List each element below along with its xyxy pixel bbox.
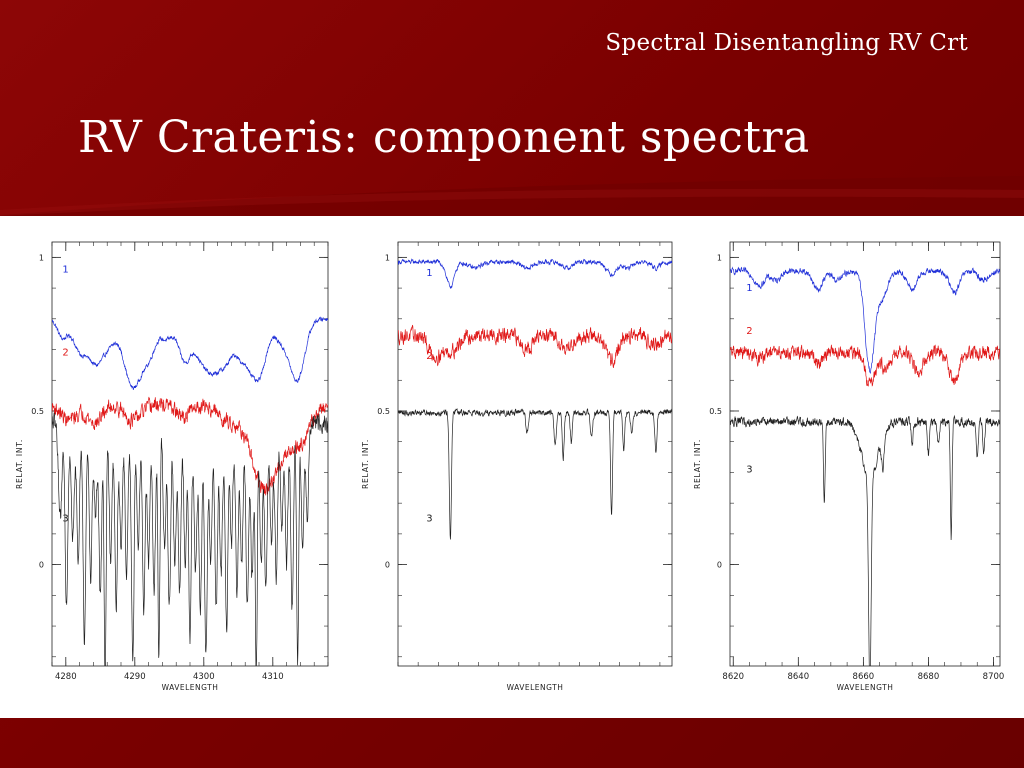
- y-tick-label: 0: [717, 561, 722, 570]
- x-tick-label: 4280: [55, 672, 77, 682]
- charts-panel: 4280 4290 4300 4310 0 0.5 1 WAVELENGTH RELAT. IN…: [0, 216, 1024, 718]
- x-tick-label: 4310: [262, 672, 284, 682]
- y-tick-label: 0.5: [31, 407, 44, 416]
- plot-frame: [729, 241, 1001, 667]
- x-axis-label: WAVELENGTH: [162, 683, 219, 692]
- series-label-3: 3: [426, 514, 432, 525]
- y-tick-label: 1: [385, 253, 390, 262]
- y-tick-label: 1: [39, 253, 44, 262]
- slide-header: Spectral Disentangling RV Crt: [605, 30, 968, 56]
- spectrum-chart-3: 8620 8640 8660 8680 8700 0 0.5 1 WAVELENGTH RELAT…: [693, 241, 1005, 692]
- x-axis-label: WAVELENGTH: [507, 683, 564, 692]
- y-tick-label: 0.5: [377, 407, 390, 416]
- slide-title: RV Crateris: component spectra: [78, 112, 810, 163]
- x-tick-label: 8700: [983, 672, 1005, 682]
- y-tick-label: 0.5: [709, 407, 722, 416]
- x-tick-label: 8620: [722, 672, 744, 682]
- x-tick-label: 8660: [853, 672, 875, 682]
- y-axis-label: RELAT. INT.: [15, 439, 24, 489]
- y-tick-label: 1: [717, 253, 722, 262]
- chart-panel-3: 8620 8640 8660 8680 8700 0 0.5 1 WAVELENGTH RELAT…: [688, 216, 1018, 696]
- series-label-3: 3: [62, 514, 68, 525]
- spectrum-line-2: [52, 396, 328, 496]
- plot-frame: [397, 241, 673, 667]
- y-axis-label: RELAT. INT.: [693, 439, 702, 489]
- series-label-3: 3: [746, 464, 752, 475]
- y-tick-label: 0: [385, 561, 390, 570]
- x-axis-label: WAVELENGTH: [837, 683, 894, 692]
- series-label-1: 1: [746, 283, 752, 294]
- spectrum-line-3: [52, 412, 328, 666]
- x-tick-label: 8680: [918, 672, 940, 682]
- spectrum-line-3: [730, 414, 1000, 666]
- spectrum-chart-1: 4280 4290 4300 4310 0 0.5 1 WAVELENGTH RELAT. IN…: [15, 241, 329, 692]
- spectrum-line-1: [52, 316, 328, 390]
- y-axis-label: RELAT. INT.: [361, 439, 370, 489]
- x-tick-label: 4290: [124, 672, 146, 682]
- x-tick-label: 4300: [193, 672, 215, 682]
- spectrum-line-1: [730, 266, 1000, 375]
- series-label-1: 1: [62, 265, 68, 276]
- spectrum-line-3: [398, 408, 672, 540]
- series-label-2: 2: [426, 351, 432, 362]
- spectrum-line-2: [398, 324, 672, 369]
- spectrum-line-1: [398, 258, 672, 289]
- series-label-2: 2: [62, 348, 68, 359]
- x-tick-label: 8640: [787, 672, 809, 682]
- chart-panel-1: 4280 4290 4300 4310 0 0.5 1 WAVELENGTH RELAT. IN…: [6, 216, 338, 696]
- y-tick-label: 0: [39, 561, 44, 570]
- series-label-1: 1: [426, 268, 432, 279]
- spectrum-line-2: [730, 344, 1000, 387]
- series-label-2: 2: [746, 326, 752, 337]
